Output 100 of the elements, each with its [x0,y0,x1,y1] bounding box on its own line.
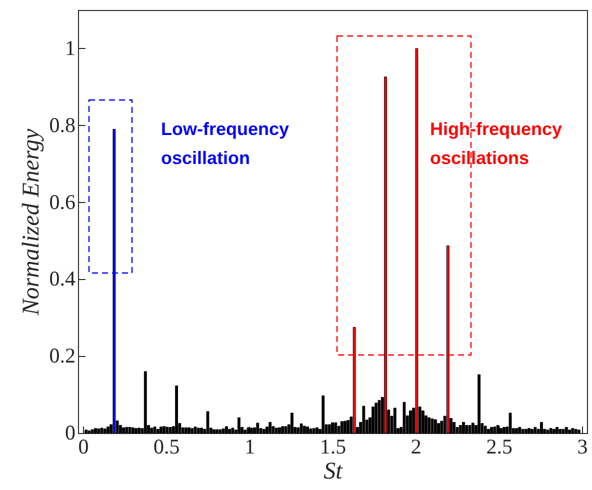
bar [378,400,381,434]
bar [194,426,197,434]
bar [393,408,396,434]
bar [90,429,94,434]
bar [128,426,132,434]
bar [262,428,266,434]
bar [246,427,250,434]
bar [571,428,574,434]
bar [156,428,160,434]
bar [216,429,219,434]
bar [446,245,450,434]
bar [486,428,490,434]
bar [515,428,518,434]
bar [268,422,272,434]
bar [502,426,506,434]
bar [524,428,528,434]
bar [122,427,125,434]
bar [478,374,481,434]
x-tick-label: 1 [244,434,256,458]
bar [437,423,440,434]
bar [190,428,194,434]
bar [322,395,325,434]
bar [184,427,188,434]
bar [218,429,222,434]
bar [300,424,303,434]
bar [384,76,387,434]
bar [228,428,232,434]
bar [546,430,550,434]
bar [94,428,97,434]
bar [97,428,100,434]
y-axis-title: Normalized Energy [18,128,44,316]
bar [125,426,128,434]
bar [508,412,512,434]
bar [188,427,190,434]
x-tick-label: 0.5 [154,434,180,458]
bar [181,427,184,434]
bar [274,428,278,434]
bar [458,425,462,434]
bar [518,426,522,434]
bar [421,410,424,434]
bar [352,327,356,434]
bar [206,411,210,434]
bar [558,428,562,434]
y-tick-label: 0.2 [49,344,76,368]
bar [106,426,110,434]
x-tick-label: 1.5 [320,434,346,458]
bar [490,426,494,434]
bar [331,422,334,434]
bar [374,402,378,434]
bar [296,427,300,434]
bar [222,428,225,434]
bar [530,428,534,434]
bar [200,428,203,434]
bar [144,371,147,434]
bar [430,418,434,434]
bar [225,426,228,434]
bar [309,428,312,434]
bar [112,128,116,434]
bar [250,428,253,434]
bar [175,385,178,434]
bar [340,421,344,434]
bar [334,422,338,434]
bar [452,422,456,434]
bar [562,428,565,434]
bar [160,426,162,434]
bar [315,427,318,434]
bar [134,428,138,434]
bar [540,422,543,434]
bar [231,428,234,434]
bar [434,419,437,434]
annotation: Low-frequency oscillation [161,119,290,168]
bar [237,417,240,434]
bar [493,426,496,434]
bar [168,426,172,434]
x-tick-label: 2 [410,434,422,458]
bar [88,430,91,434]
bar [409,410,412,434]
bar [496,425,500,434]
annotation: High-frequency oscillations [430,119,562,168]
bar [499,428,502,434]
bar [534,426,537,434]
bar [150,428,154,434]
bar [528,428,530,434]
bar [138,428,141,434]
bar [302,426,306,434]
bar [372,406,374,434]
bar [244,430,247,434]
bar [574,428,578,434]
bar [328,424,331,434]
bar [103,428,106,434]
y-tick-label: 0.8 [49,112,76,137]
bar [362,406,366,434]
bar [564,426,568,434]
y-tick-label: 0.4 [49,266,76,291]
x-tick-label: 2.5 [486,434,512,458]
y-tick-label: 0.6 [49,190,76,214]
bar [196,428,200,434]
bar [428,417,431,434]
bar [346,420,350,434]
bar [278,427,281,434]
